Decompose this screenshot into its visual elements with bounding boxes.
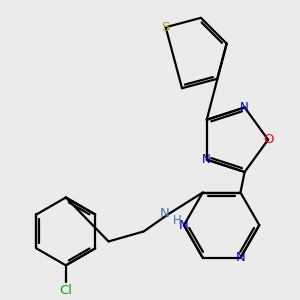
Text: H: H: [173, 214, 182, 226]
Text: N: N: [160, 207, 170, 220]
Text: N: N: [236, 251, 245, 264]
Text: N: N: [179, 219, 189, 232]
Text: N: N: [202, 153, 211, 166]
Text: S: S: [161, 21, 170, 34]
Text: Cl: Cl: [59, 284, 72, 297]
Text: N: N: [240, 101, 249, 114]
Text: O: O: [263, 133, 273, 146]
